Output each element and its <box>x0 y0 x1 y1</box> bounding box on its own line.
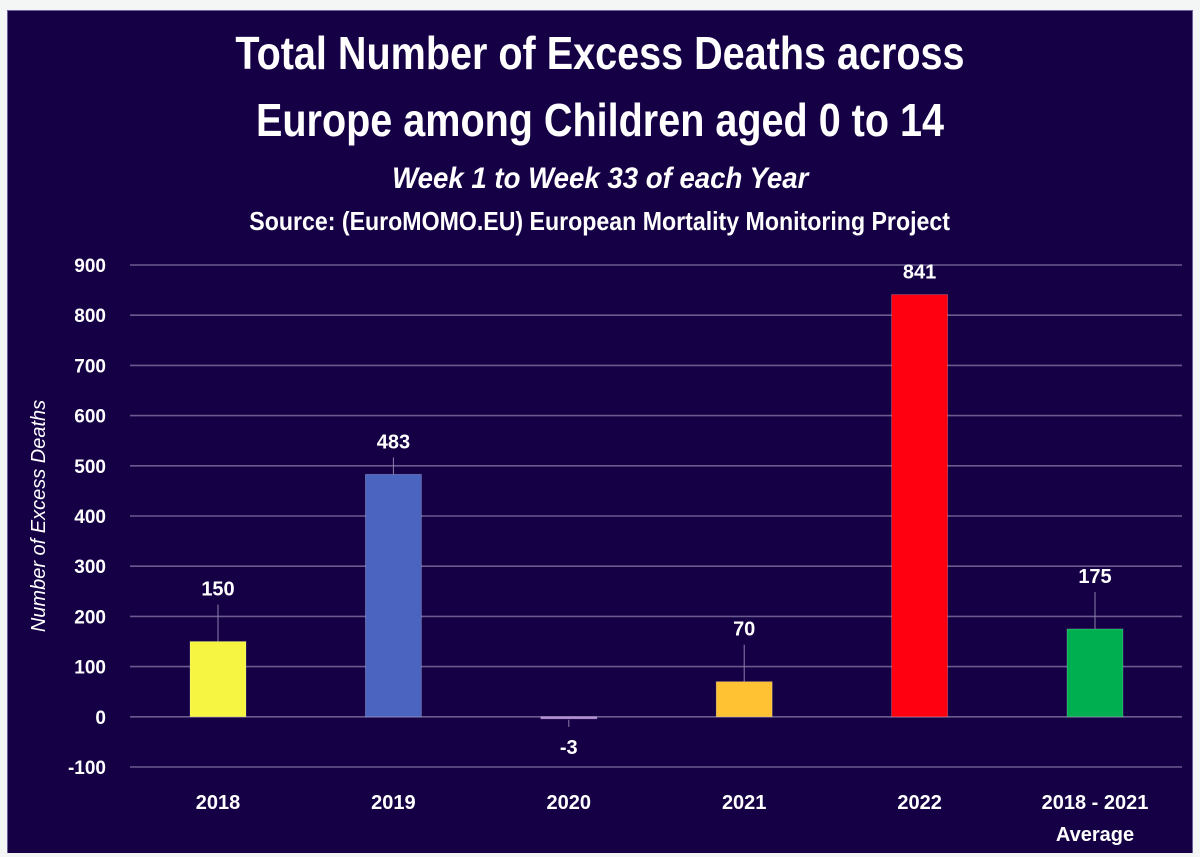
y-tick-label: 400 <box>74 507 106 528</box>
y-tick-label: 200 <box>74 607 106 628</box>
data-labels: 150 483 -3 70 841 175 <box>201 262 1111 759</box>
data-label-leader-lines <box>217 457 1096 727</box>
chart-source-text: Source: (EuroMOMO.EU) European Mortality… <box>249 206 951 236</box>
chart-title-line-1: Total Number of Excess Deaths across <box>0 26 1200 80</box>
x-tick-label: 2020 <box>547 792 592 814</box>
x-tick-label: 2018 <box>196 792 241 814</box>
data-label: 175 <box>1078 566 1111 588</box>
data-label: -3 <box>560 737 578 759</box>
chart-source: Source: (EuroMOMO.EU) European Mortality… <box>0 206 1200 237</box>
y-tick-label: 700 <box>74 356 106 377</box>
bar-2020 <box>540 716 598 720</box>
y-tick-label: 0 <box>95 708 106 729</box>
x-tick-label: 2018 - 2021 <box>1042 792 1149 814</box>
y-tick-label: 100 <box>74 658 106 679</box>
y-axis-tick-labels: -100 0 100 200 300 400 500 600 700 800 900 <box>68 256 106 779</box>
x-tick-label: Average <box>1056 824 1134 846</box>
y-tick-label: 600 <box>74 407 106 428</box>
chart-title-text-2: Europe among Children aged 0 to 14 <box>255 94 944 146</box>
data-label: 483 <box>377 431 410 453</box>
x-tick-label: 2022 <box>897 792 942 814</box>
data-label: 841 <box>903 262 936 284</box>
bar-2018-2021average <box>1066 628 1124 718</box>
y-tick-label: -100 <box>68 758 106 779</box>
chart-subtitle: Week 1 to Week 33 of each Year <box>0 162 1200 196</box>
bar-2019 <box>364 473 422 718</box>
x-tick-label: 2019 <box>371 792 416 814</box>
y-tick-label: 800 <box>74 306 106 327</box>
x-tick-label: 2021 <box>722 792 767 814</box>
bars <box>189 294 1124 720</box>
data-label: 70 <box>733 619 755 641</box>
bar-2018 <box>189 641 247 718</box>
chart-subtitle-text: Week 1 to Week 33 of each Year <box>391 162 809 195</box>
gridlines <box>130 264 1182 768</box>
bar-2022 <box>891 294 948 718</box>
y-tick-label: 300 <box>74 557 106 578</box>
y-tick-label: 500 <box>74 457 106 478</box>
y-axis-title: Number of Excess Deaths <box>28 400 50 632</box>
data-label: 150 <box>201 579 234 601</box>
chart-title-line-2: Europe among Children aged 0 to 14 <box>0 93 1200 147</box>
bar-2021 <box>715 681 773 718</box>
y-tick-label: 900 <box>74 256 106 277</box>
x-axis-category-labels: 2018 2019 2020 2021 2022 2018 - 2021 Average <box>196 792 1149 846</box>
chart-title-text-1: Total Number of Excess Deaths across <box>235 27 965 79</box>
